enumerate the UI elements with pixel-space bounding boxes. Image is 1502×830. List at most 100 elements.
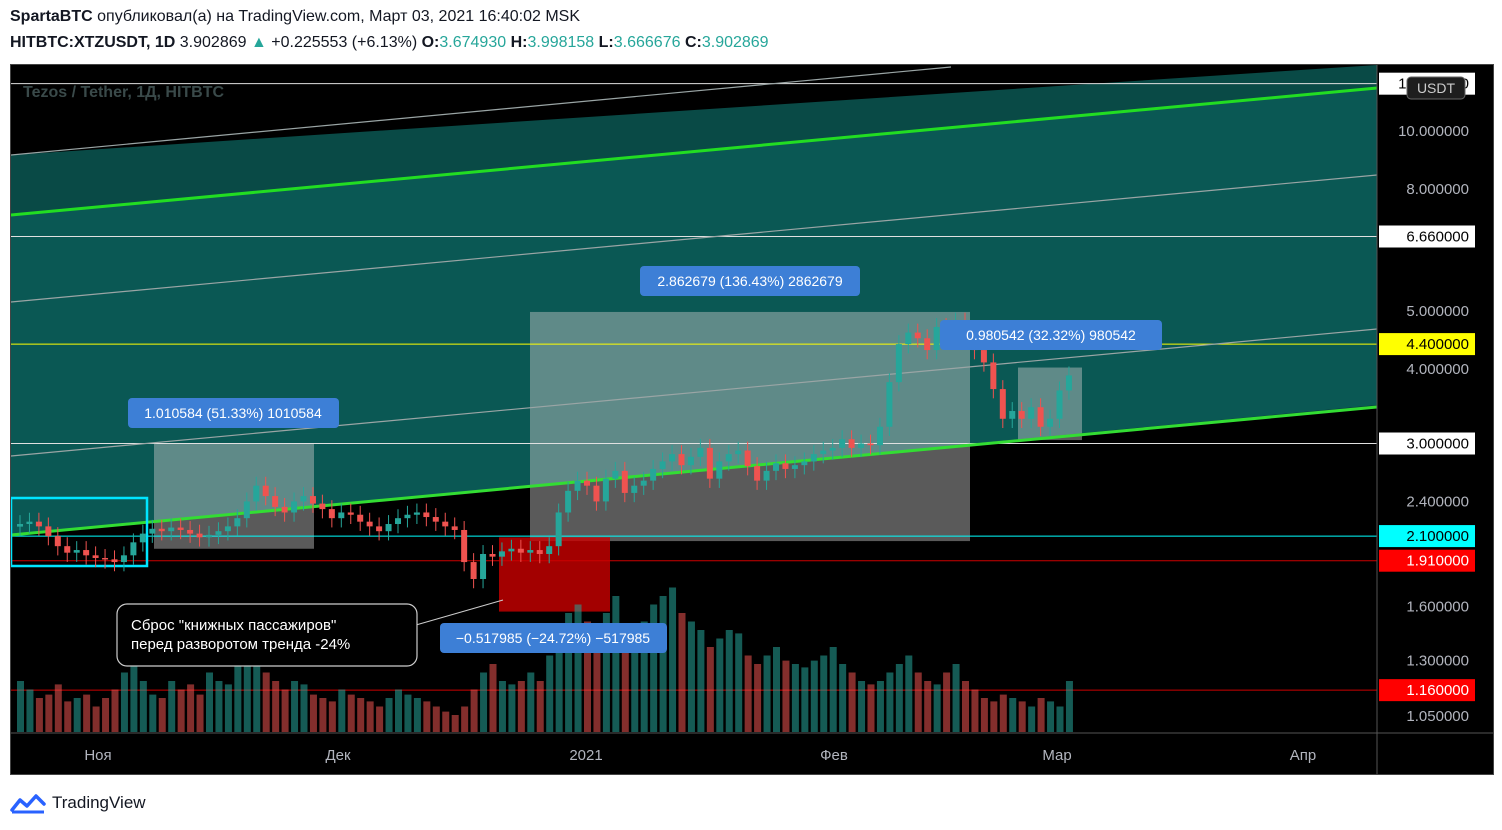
candle-body[interactable] bbox=[773, 463, 779, 471]
candle-body[interactable] bbox=[744, 450, 751, 467]
candle-body[interactable] bbox=[706, 447, 713, 479]
candle-body[interactable] bbox=[565, 490, 572, 513]
candle-body[interactable] bbox=[999, 389, 1006, 419]
candle-body[interactable] bbox=[687, 456, 694, 466]
candle-body[interactable] bbox=[517, 548, 524, 553]
candle-body[interactable] bbox=[224, 526, 231, 532]
candle-body[interactable] bbox=[933, 326, 940, 351]
candle-body[interactable] bbox=[716, 461, 723, 479]
candle-body[interactable] bbox=[858, 443, 865, 448]
candle-body[interactable] bbox=[1047, 418, 1054, 427]
candle-body[interactable] bbox=[395, 518, 401, 525]
candle-body[interactable] bbox=[442, 521, 449, 527]
candle-body[interactable] bbox=[876, 426, 883, 446]
measure-label-left[interactable]: 1.010584 (51.33%) 1010584 bbox=[128, 398, 339, 428]
candle-body[interactable] bbox=[187, 529, 194, 534]
candle-body[interactable] bbox=[234, 518, 241, 527]
candle-body[interactable] bbox=[130, 542, 137, 556]
annotation-callout[interactable]: Сброс "книжных пассажиров" перед разворот… bbox=[116, 603, 418, 667]
author-name[interactable]: SpartaBTC bbox=[10, 8, 93, 25]
candle-body[interactable] bbox=[886, 382, 893, 427]
candle-body[interactable] bbox=[1009, 411, 1016, 419]
candle-body[interactable] bbox=[215, 531, 222, 535]
candle-body[interactable] bbox=[612, 470, 619, 479]
candle-body[interactable] bbox=[697, 447, 704, 457]
candle-body[interactable] bbox=[546, 546, 553, 554]
candle-body[interactable] bbox=[281, 506, 288, 513]
candle-body[interactable] bbox=[631, 485, 638, 493]
candle-body[interactable] bbox=[782, 463, 789, 469]
candle-body[interactable] bbox=[243, 501, 250, 519]
candle-body[interactable] bbox=[357, 514, 364, 522]
candle-body[interactable] bbox=[536, 550, 543, 554]
candle-body[interactable] bbox=[139, 533, 146, 543]
candle-body[interactable] bbox=[149, 528, 156, 534]
candle-body[interactable] bbox=[990, 362, 997, 390]
chart-container[interactable]: Tezos / Tether, 1Д, HITBTC 10.000000 8.00… bbox=[10, 64, 1494, 775]
price-chart[interactable]: Tezos / Tether, 1Д, HITBTC 10.000000 8.00… bbox=[11, 65, 1493, 774]
candle-body[interactable] bbox=[177, 527, 184, 530]
currency-badge[interactable]: USDT bbox=[1406, 76, 1466, 100]
candle-body[interactable] bbox=[262, 485, 269, 497]
candle-body[interactable] bbox=[158, 528, 165, 532]
candle-body[interactable] bbox=[735, 450, 742, 455]
candle-body[interactable] bbox=[924, 338, 931, 351]
candle-body[interactable] bbox=[555, 512, 562, 547]
candle-body[interactable] bbox=[810, 454, 817, 462]
candle-body[interactable] bbox=[432, 517, 439, 522]
candle-body[interactable] bbox=[829, 447, 836, 451]
candle-body[interactable] bbox=[206, 534, 212, 538]
candle-body[interactable] bbox=[489, 553, 496, 557]
candle-body[interactable] bbox=[895, 344, 902, 383]
candle-body[interactable] bbox=[168, 527, 175, 532]
tradingview-footer[interactable]: TradingView bbox=[10, 792, 146, 814]
candle-body[interactable] bbox=[725, 454, 732, 462]
candle-body[interactable] bbox=[791, 465, 798, 469]
candle-body[interactable] bbox=[1028, 407, 1035, 419]
candle-body[interactable] bbox=[64, 546, 71, 553]
candle-body[interactable] bbox=[820, 450, 827, 455]
candle-body[interactable] bbox=[120, 555, 127, 563]
candle-body[interactable] bbox=[584, 480, 590, 486]
candle-body[interactable] bbox=[45, 526, 52, 537]
candle-body[interactable] bbox=[914, 332, 921, 339]
candle-body[interactable] bbox=[309, 496, 316, 504]
candle-body[interactable] bbox=[272, 496, 279, 507]
candle-body[interactable] bbox=[451, 526, 458, 530]
candle-body[interactable] bbox=[111, 559, 118, 563]
candle-body[interactable] bbox=[839, 439, 846, 448]
candle-body[interactable] bbox=[253, 485, 260, 502]
candle-body[interactable] bbox=[300, 496, 307, 502]
candle-body[interactable] bbox=[366, 521, 373, 527]
candle-body[interactable] bbox=[102, 557, 109, 560]
candle-body[interactable] bbox=[754, 466, 761, 481]
candle-body[interactable] bbox=[980, 350, 987, 363]
measure-label-main[interactable]: 2.862679 (136.43%) 2862679 bbox=[640, 266, 860, 296]
candle-body[interactable] bbox=[602, 478, 609, 502]
candle-body[interactable] bbox=[470, 562, 477, 579]
candle-body[interactable] bbox=[801, 461, 808, 466]
candle-body[interactable] bbox=[621, 470, 628, 493]
candle-body[interactable] bbox=[480, 553, 487, 579]
candle-body[interactable] bbox=[669, 454, 676, 462]
candle-body[interactable] bbox=[413, 512, 420, 515]
candle-body[interactable] bbox=[1065, 375, 1072, 391]
candle-body[interactable] bbox=[35, 521, 42, 527]
candle-body[interactable] bbox=[763, 470, 770, 481]
candle-body[interactable] bbox=[498, 551, 505, 557]
candle-body[interactable] bbox=[196, 533, 203, 538]
candle-body[interactable] bbox=[678, 454, 685, 466]
candle-body[interactable] bbox=[640, 480, 647, 486]
candle-body[interactable] bbox=[650, 468, 657, 481]
measure-label-drop[interactable]: −0.517985 (−24.72%) −517985 bbox=[440, 623, 667, 653]
candle-body[interactable] bbox=[527, 550, 534, 553]
candle-body[interactable] bbox=[338, 512, 345, 519]
candle-body[interactable] bbox=[848, 439, 855, 448]
candle-body[interactable] bbox=[385, 524, 392, 532]
candle-body[interactable] bbox=[347, 512, 354, 515]
candle-body[interactable] bbox=[1056, 390, 1063, 419]
candle-body[interactable] bbox=[423, 512, 430, 518]
candle-body[interactable] bbox=[461, 529, 468, 563]
candle-body[interactable] bbox=[659, 461, 666, 469]
candle-body[interactable] bbox=[905, 332, 912, 345]
